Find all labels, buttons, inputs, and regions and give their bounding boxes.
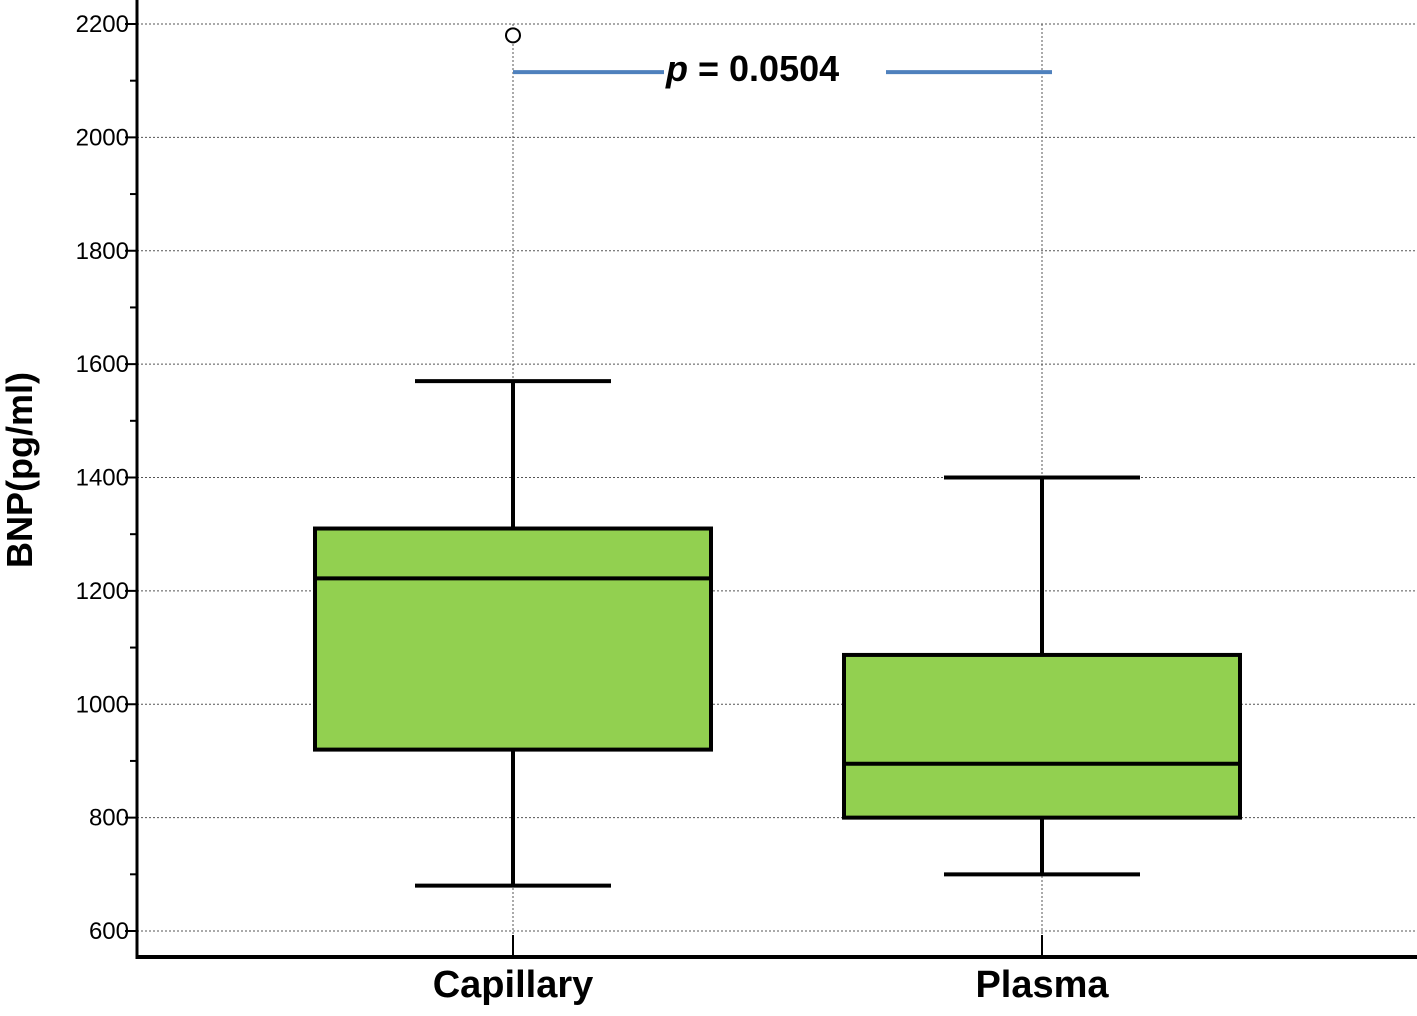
x-category-label: Capillary: [433, 964, 594, 1006]
y-tick-label: 1000: [76, 691, 129, 718]
outlier-point: [505, 27, 521, 44]
axes: 600 800 1000 1200 1400 1600 1800 2000 2200 Capill…: [76, 0, 1417, 1006]
y-axis-title: BNP(pg/ml): [0, 372, 40, 568]
y-tick-label: 2200: [76, 11, 129, 38]
box-plasma: [842, 475, 1242, 877]
y-tick-label: 1200: [76, 578, 129, 605]
boxes: [313, 27, 1242, 888]
p-value-label: p = 0.0504: [665, 48, 839, 89]
y-tick-label: 1600: [76, 351, 129, 378]
box-capillary: [313, 27, 713, 888]
p-value-annotation: p = 0.0504: [513, 48, 1052, 89]
y-tick-label: 1800: [76, 238, 129, 265]
y-tick-label: 800: [89, 805, 129, 832]
p-symbol: p: [665, 48, 688, 89]
p-value: = 0.0504: [688, 48, 839, 89]
iqr-box: [313, 526, 713, 752]
y-tick-label: 2000: [76, 124, 129, 151]
y-tick-label: 1400: [76, 465, 129, 492]
iqr-box: [842, 652, 1242, 820]
y-tick-label: 600: [89, 918, 129, 945]
x-category-label: Plasma: [975, 964, 1109, 1006]
